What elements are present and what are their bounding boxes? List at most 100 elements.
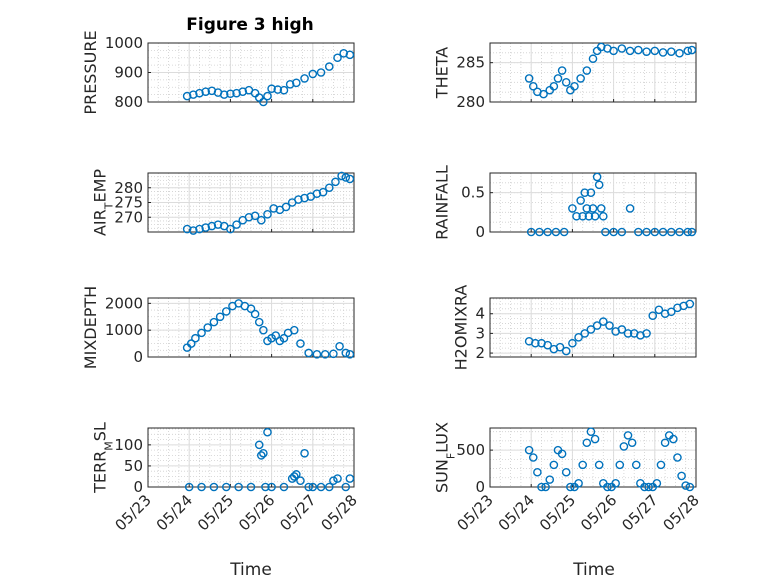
rainfall-data-point	[625, 204, 635, 213]
pressure-data-point	[324, 62, 334, 71]
air-temp-data-point	[324, 183, 334, 193]
terr-msl-data-point	[292, 470, 301, 479]
theta-data-point	[666, 47, 676, 56]
pressure-data-point	[300, 74, 309, 83]
sun-flux-data-point	[594, 460, 604, 470]
sun-flux-y-axis-label: SUNFLUX	[433, 422, 458, 493]
pressure-data-point	[263, 91, 272, 101]
pressure-data-point	[232, 88, 241, 98]
rainfall-data-point	[543, 227, 552, 237]
theta-data-point	[617, 44, 627, 53]
air-temp-data-point	[244, 212, 254, 222]
mixdepth-y-tick-label: 1000	[105, 321, 143, 339]
terr-msl-data-point	[259, 448, 268, 458]
mixdepth-data-point	[279, 333, 289, 343]
h2omixra-y-tick-label: 3	[475, 324, 485, 342]
terr-msl-data-point	[300, 448, 309, 458]
mixdepth-data-point	[259, 325, 268, 335]
theta-y-axis-label: THETA	[433, 47, 452, 99]
pressure-y-tick-label: 800	[114, 93, 143, 111]
h2omixra-data-point	[543, 340, 552, 350]
air-temp-data-point	[281, 202, 291, 212]
panel-pressure: 800 900 1000 PRESSURE	[81, 30, 355, 115]
terr-msl-plot-area	[148, 428, 354, 487]
sun-flux-data-point	[566, 482, 575, 492]
theta-y-tick-label: 280	[456, 93, 485, 111]
rainfall-data-point	[683, 227, 693, 237]
air-temp-data-point	[201, 223, 210, 232]
h2omixra-data-point	[648, 311, 658, 321]
pressure-y-tick-label: 900	[114, 64, 143, 82]
h2omixra-data-point	[592, 321, 602, 330]
pressure-data-point	[339, 49, 349, 58]
h2omixra-data-point	[531, 338, 540, 348]
h2omixra-data-point	[555, 342, 565, 352]
air-temp-data-point	[269, 204, 278, 213]
air-temp-data-point	[189, 226, 198, 235]
rainfall-data-point	[590, 211, 600, 221]
air-temp-data-point	[195, 224, 204, 234]
mixdepth-data-point	[221, 307, 231, 316]
mixdepth-data-point	[304, 348, 313, 358]
pressure-data-point	[226, 89, 235, 99]
terr-msl-y-axis-label: TERRMSL	[91, 422, 116, 494]
terr-msl-data-point	[289, 472, 299, 481]
rainfall-data-point	[586, 188, 596, 197]
mixdepth-plot-area	[148, 298, 354, 357]
theta-data-point	[642, 47, 651, 56]
theta-data-point	[609, 46, 618, 56]
terr-msl-data-point	[246, 482, 256, 492]
air-temp-data-point	[232, 220, 241, 229]
sun-flux-data-point	[656, 460, 666, 470]
air-temp-data-point	[207, 221, 217, 231]
rainfall-data-point	[609, 227, 618, 237]
mixdepth-data-point	[209, 317, 219, 327]
h2omixra-axes-box	[489, 297, 697, 358]
h2omixra-data-point	[574, 333, 583, 342]
theta-data-point	[576, 74, 585, 83]
air-temp-y-tick-label: 270	[114, 208, 143, 226]
sun-flux-data-point	[644, 482, 653, 492]
mixdepth-axes-box	[147, 297, 355, 358]
rainfall-data-point	[582, 204, 592, 213]
air-temp-data-point	[182, 224, 192, 234]
sun-flux-data-point	[524, 445, 534, 455]
theta-data-point	[683, 46, 693, 56]
pressure-data-point	[333, 53, 342, 63]
mixdepth-y-axis-label: MIXDEPTH	[81, 286, 100, 369]
terr-msl-data-point	[324, 482, 334, 492]
pressure-data-point	[189, 90, 198, 99]
theta-data-point	[634, 45, 643, 55]
sun-flux-data-point	[590, 434, 600, 444]
mixdepth-data-point	[329, 349, 338, 359]
mixdepth-data-point	[203, 323, 213, 332]
panel-rainfall: 0 0.5 RAINFALL	[433, 165, 697, 241]
sun-flux-data-point	[615, 460, 625, 470]
pressure-data-point	[219, 90, 229, 99]
rainfall-y-tick-label: 0	[475, 223, 485, 241]
rainfall-data-point	[617, 227, 627, 237]
air-temp-data-point	[337, 171, 346, 181]
sun-flux-data-point	[652, 479, 662, 488]
pressure-data-point	[267, 84, 276, 94]
theta-data-point	[528, 81, 538, 91]
pressure-data-point	[259, 97, 268, 107]
pressure-data-point	[285, 80, 295, 89]
x-axis-label-left: Time	[229, 560, 272, 580]
theta-data-point	[549, 81, 559, 91]
sun-flux-data-point	[631, 460, 641, 470]
rainfall-data-point	[634, 227, 643, 237]
sun-flux-y-tick-label: 0	[475, 478, 485, 496]
terr-msl-y-tick-label: 50	[124, 457, 143, 475]
h2omixra-data-point	[654, 305, 664, 315]
h2omixra-data-point	[561, 346, 571, 356]
rainfall-data-point	[526, 227, 536, 237]
terr-msl-data-point	[316, 482, 326, 492]
terr-msl-y-tick-label: 100	[114, 436, 143, 454]
rainfall-data-point	[687, 227, 697, 237]
rainfall-data-point	[568, 204, 577, 213]
